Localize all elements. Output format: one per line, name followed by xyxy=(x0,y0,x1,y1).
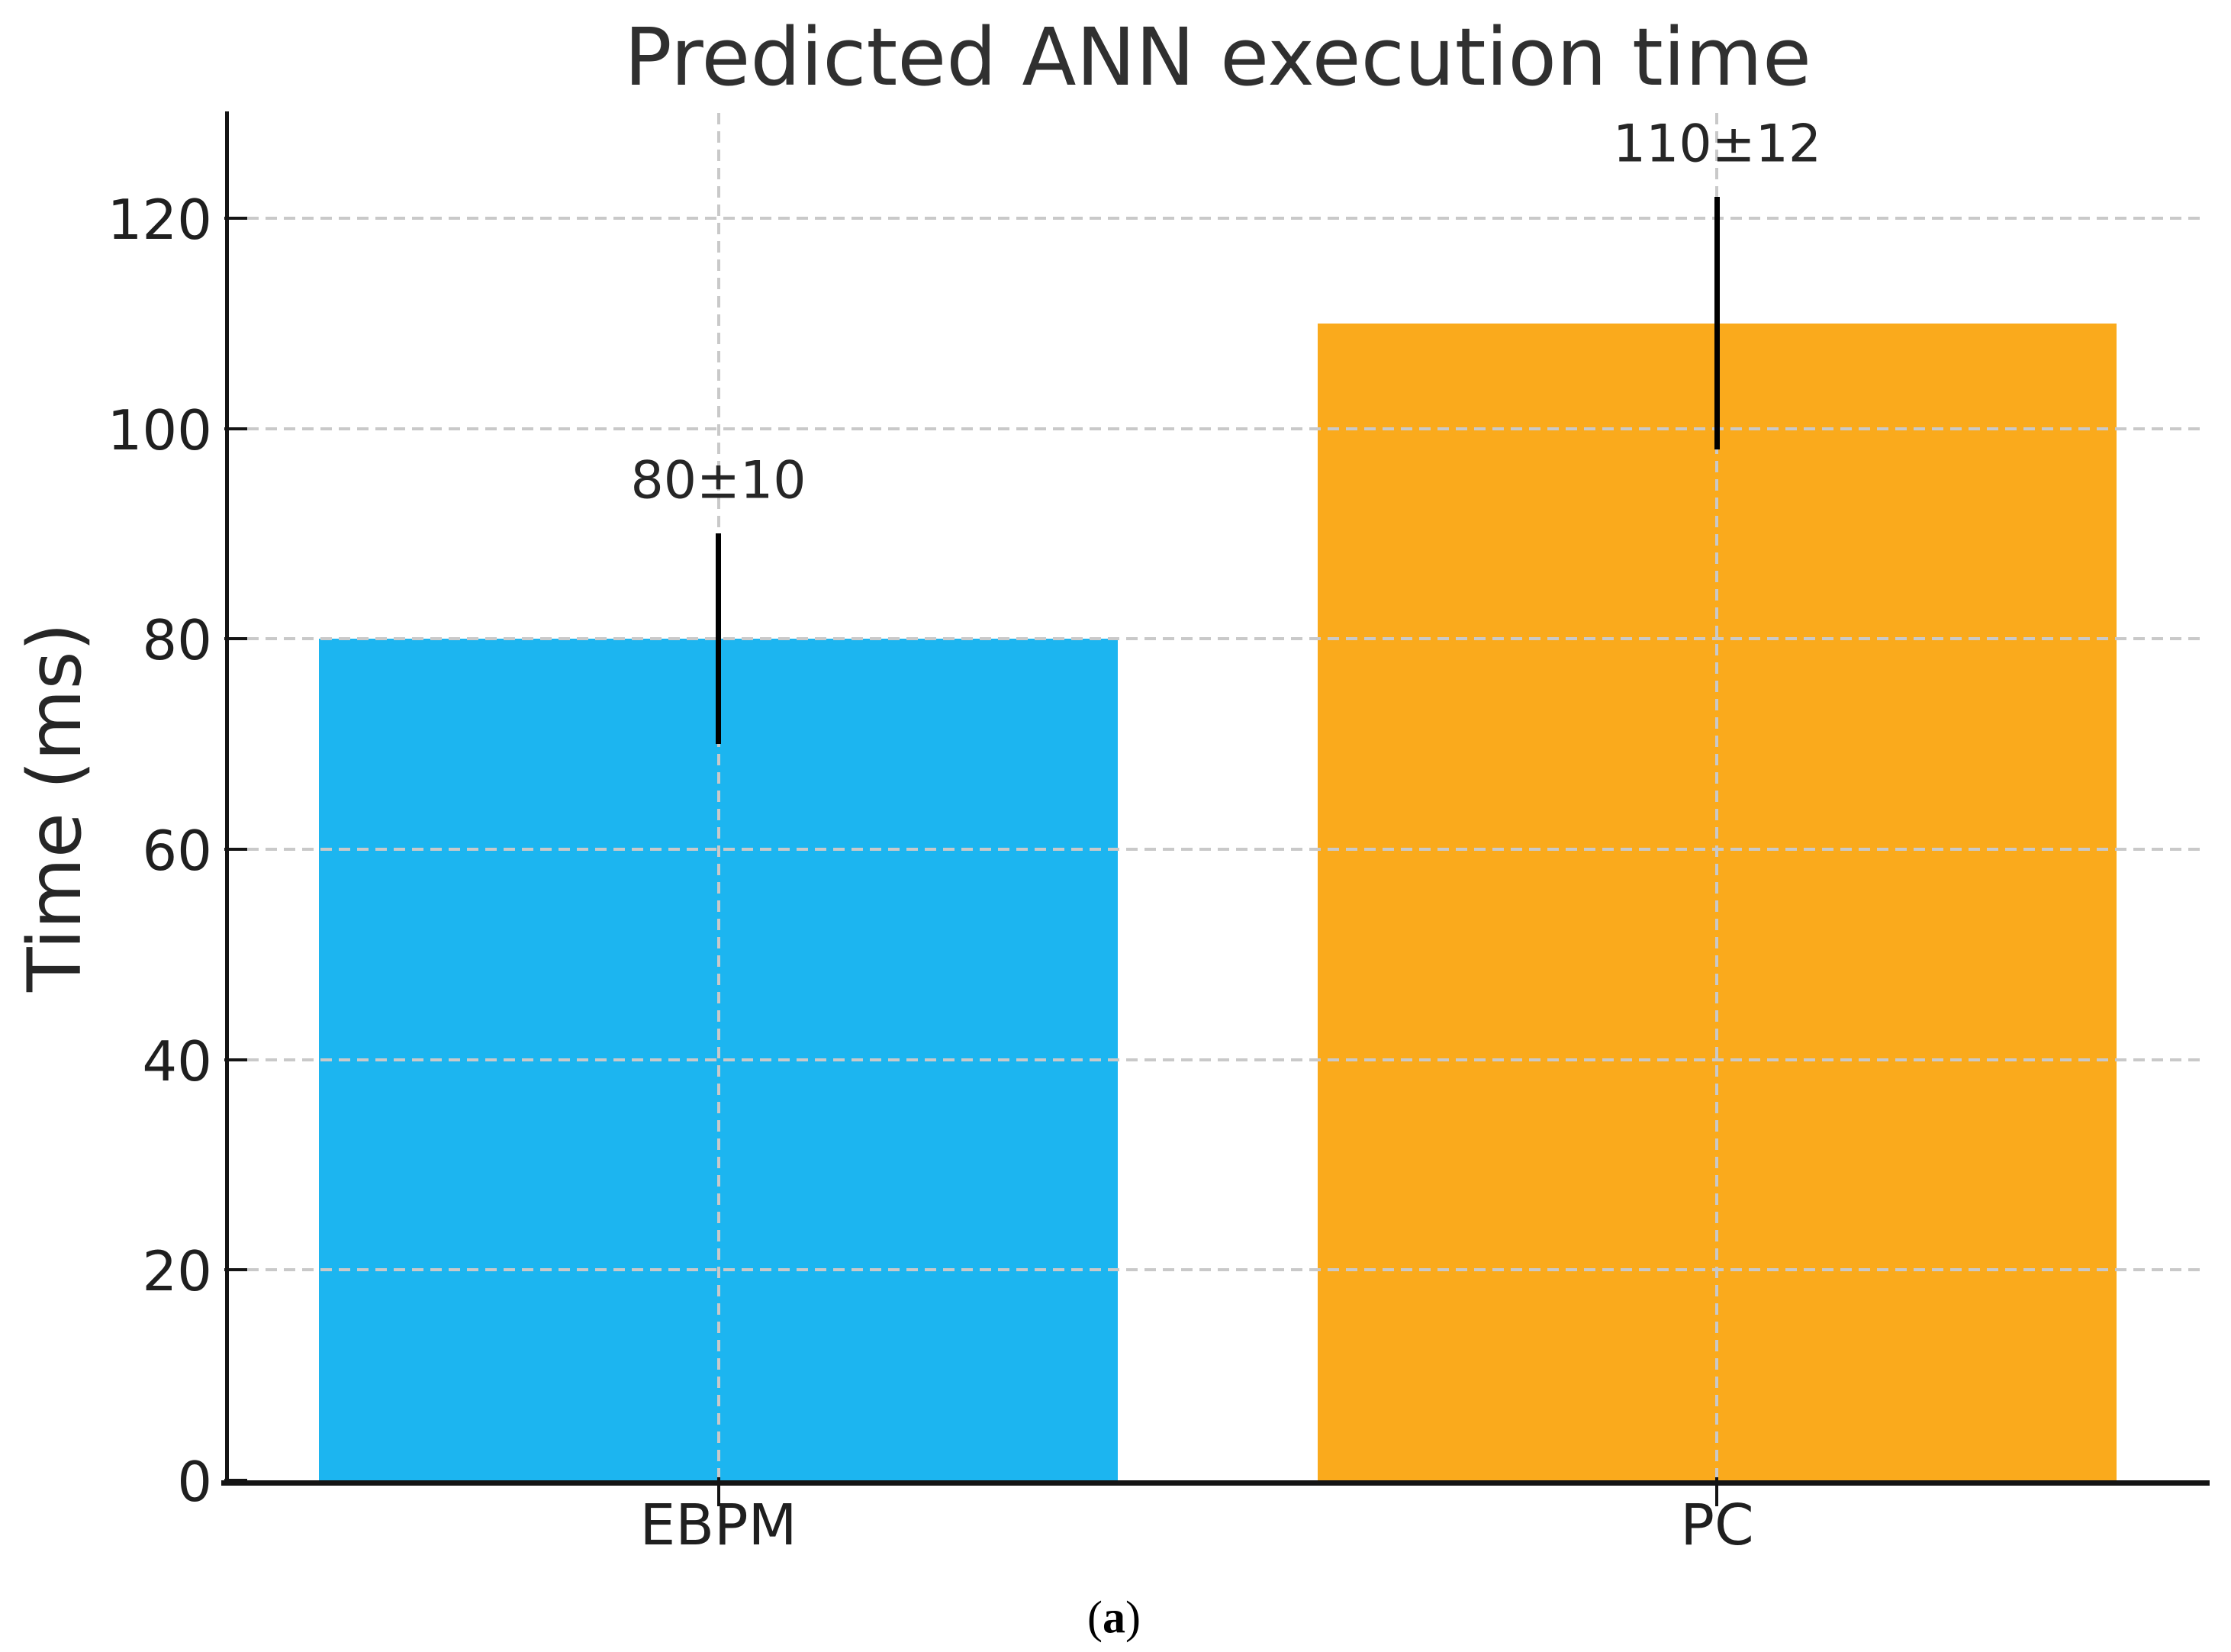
y-tick xyxy=(224,847,247,851)
h-gridline xyxy=(229,427,2207,430)
y-tick-label: 20 xyxy=(142,1239,212,1304)
error-bar-pc xyxy=(1714,197,1720,450)
caption-close-paren: ) xyxy=(1125,1592,1141,1643)
y-tick xyxy=(224,216,247,220)
y-tick-label: 120 xyxy=(107,187,212,252)
y-tick-label: 40 xyxy=(142,1029,212,1093)
h-gridline xyxy=(229,1268,2207,1272)
h-gridline xyxy=(229,637,2207,641)
x-tick xyxy=(716,1477,720,1506)
bar-value-label: 110±12 xyxy=(1612,114,1822,175)
y-tick xyxy=(224,1058,247,1061)
x-axis-spine xyxy=(221,1480,2210,1486)
h-gridline xyxy=(229,216,2207,220)
caption-letter: a xyxy=(1103,1592,1125,1643)
y-tick xyxy=(224,637,247,641)
h-gridline xyxy=(229,847,2207,851)
plot-area: 80±10 110±12 0 20 40 60 80 100 120 EBPM PC xyxy=(108,111,2210,1554)
y-tick xyxy=(224,427,247,430)
y-tick-label: 0 xyxy=(177,1450,212,1514)
y-axis-label: Time (ms) xyxy=(12,623,98,992)
chart-title: Predicted ANN execution time xyxy=(624,11,1811,104)
x-tick-label-ebpm: EBPM xyxy=(639,1493,797,1558)
y-tick xyxy=(224,1479,247,1482)
y-tick-label: 60 xyxy=(142,818,212,883)
y-tick xyxy=(224,1268,247,1272)
bar-value-label: 80±10 xyxy=(630,450,806,511)
caption-open-paren: ( xyxy=(1087,1592,1103,1643)
y-tick-label: 80 xyxy=(142,608,212,673)
v-gridline xyxy=(716,113,720,1480)
x-tick-label-pc: PC xyxy=(1680,1493,1754,1558)
v-gridline xyxy=(1715,113,1719,1480)
h-gridline xyxy=(229,1058,2207,1061)
figure-caption: (a) xyxy=(1087,1592,1141,1644)
y-tick-label: 100 xyxy=(107,398,212,462)
error-bar-ebpm xyxy=(716,533,722,745)
y-axis-spine xyxy=(225,111,229,1483)
x-tick xyxy=(1715,1477,1719,1506)
